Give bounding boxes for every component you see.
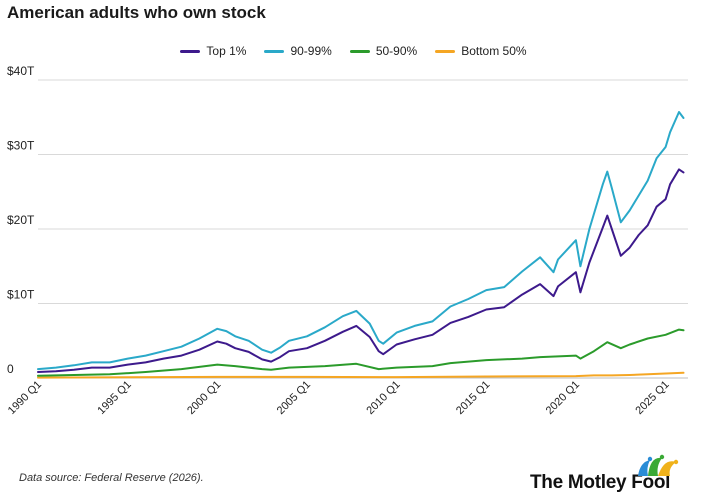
legend-label: Bottom 50% <box>461 44 527 58</box>
x-tick-label: 2015 Q1 <box>454 379 492 417</box>
x-tick-label: 2000 Q1 <box>185 379 223 417</box>
y-tick-label: $30T <box>7 139 35 153</box>
motley-fool-logo: The Motley Fool <box>530 452 700 497</box>
legend-item: 50-90% <box>349 44 418 58</box>
line-chart: 0 $10T $20T $30T $40T 1990 Q1 1995 Q1 2000 Q1 20… <box>6 64 688 417</box>
legend-swatch <box>180 49 201 53</box>
legend-label: 90-99% <box>290 44 332 58</box>
y-tick-label: 0 <box>7 362 14 376</box>
x-tick-label: 2020 Q1 <box>544 379 582 417</box>
legend: Top 1% 90-99% 50-90% Bottom 50% <box>0 44 707 58</box>
logo-wordmark: The Motley Fool <box>530 472 671 493</box>
legend-label: 50-90% <box>375 44 418 58</box>
x-tick-label: 1990 Q1 <box>6 379 44 417</box>
series-line-50-90 <box>37 328 685 377</box>
series-line-top-1 <box>37 168 685 373</box>
y-tick-label: $20T <box>7 213 35 227</box>
y-tick-label: $10T <box>7 288 35 302</box>
x-tick-label: 2005 Q1 <box>275 379 313 417</box>
legend-swatch <box>264 49 285 53</box>
data-source-note: Data source: Federal Reserve (2026). <box>19 472 204 484</box>
legend-item: Top 1% <box>180 44 246 58</box>
legend-item: Bottom 50% <box>435 44 527 58</box>
legend-swatch <box>435 49 456 53</box>
legend-item: 90-99% <box>264 44 332 58</box>
x-tick-label: 2010 Q1 <box>364 379 402 417</box>
x-tick-label: 2025 Q1 <box>633 379 671 417</box>
series-line-bottom-50 <box>37 371 685 379</box>
jester-hat-icon <box>638 454 679 476</box>
legend-label: Top 1% <box>206 44 247 58</box>
series-line-90-99 <box>37 111 685 371</box>
chart-title: American adults who own stock <box>7 3 266 22</box>
legend-swatch <box>349 49 370 53</box>
x-tick-label: 1995 Q1 <box>95 379 133 417</box>
y-tick-label: $40T <box>7 64 35 78</box>
